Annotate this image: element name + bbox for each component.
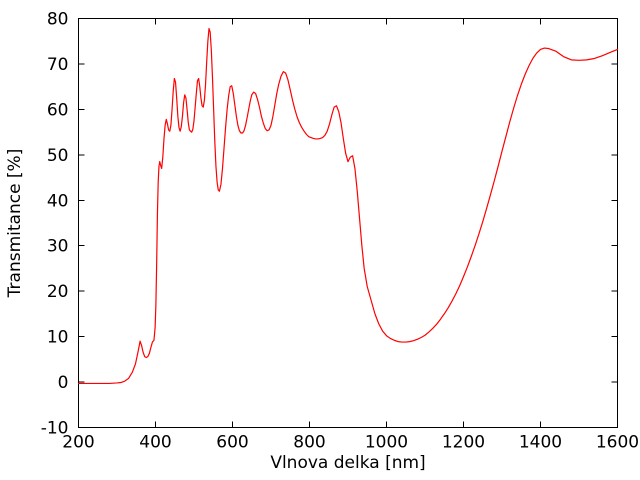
y-tick-label: 60 xyxy=(47,100,69,120)
y-tick-label: 30 xyxy=(47,237,69,257)
x-axis-title: Vlnova delka [nm] xyxy=(270,453,425,473)
plot-frame xyxy=(78,18,618,428)
data-series-transmittance xyxy=(77,27,619,385)
y-tick-label: 10 xyxy=(47,328,69,348)
y-tick-label: 0 xyxy=(58,373,69,393)
x-tick-label: 200 xyxy=(62,433,94,453)
y-tick-label: -10 xyxy=(41,419,69,439)
axis-tick-labels: 200 400 600 800 1000 1200 1400 1600 -10 0 10 20 30 40… xyxy=(41,10,639,453)
y-tick-label: 70 xyxy=(47,55,69,75)
x-tick-label: 800 xyxy=(293,433,325,453)
x-tick-label: 400 xyxy=(139,433,171,453)
x-tick-label: 600 xyxy=(216,433,248,453)
y-tick-label: 40 xyxy=(47,191,69,211)
y-axis-title: Transmitance [%] xyxy=(5,149,25,299)
x-tick-label: 1600 xyxy=(596,433,639,453)
y-tick-label: 80 xyxy=(47,10,69,30)
y-tick-label: 50 xyxy=(47,146,69,166)
x-tick-label: 1000 xyxy=(365,433,408,453)
x-tick-label: 1400 xyxy=(519,433,562,453)
x-tick-label: 1200 xyxy=(442,433,485,453)
y-tick-label: 20 xyxy=(47,282,69,302)
